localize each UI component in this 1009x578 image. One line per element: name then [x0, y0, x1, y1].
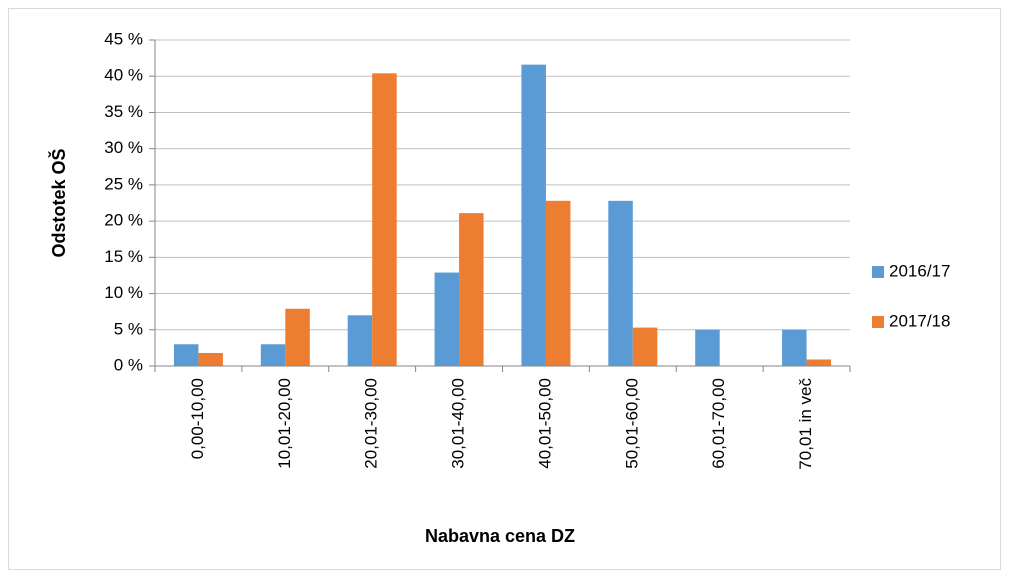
y-tick-label: 10 %: [104, 283, 143, 302]
y-tick-label: 5 %: [114, 319, 143, 338]
y-tick-label: 0 %: [114, 355, 143, 374]
x-tick-label: 50,01-60,00: [622, 378, 641, 469]
y-tick-label: 25 %: [104, 174, 143, 193]
y-tick-label: 45 %: [104, 29, 143, 48]
bar: [695, 329, 720, 366]
bar: [782, 329, 807, 366]
bar: [260, 344, 286, 366]
bar: [434, 272, 460, 366]
bar: [173, 344, 199, 366]
bar: [285, 308, 310, 366]
bar: [806, 359, 832, 366]
legend-swatch: [872, 266, 884, 278]
bar: [632, 327, 658, 366]
x-tick-label: 10,01-20,00: [275, 378, 294, 469]
bar: [198, 352, 223, 366]
x-tick-label: 40,01-50,00: [535, 378, 554, 469]
y-axis-title: Odstotek OŠ: [48, 148, 69, 257]
legend-label: 2016/17: [889, 261, 950, 280]
bar: [608, 200, 633, 366]
y-tick-label: 40 %: [104, 66, 143, 85]
y-tick-label: 35 %: [104, 102, 143, 121]
x-tick-label: 60,01-70,00: [709, 378, 728, 469]
y-tick-label: 30 %: [104, 138, 143, 157]
bar: [459, 213, 484, 366]
chart-border: [8, 8, 1001, 570]
bar: [521, 64, 546, 367]
y-tick-label: 15 %: [104, 247, 143, 266]
legend-swatch: [872, 316, 884, 328]
bar: [347, 315, 373, 366]
x-tick-label: 0,00-10,00: [188, 378, 207, 459]
x-axis-title: Nabavna cena DZ: [425, 526, 575, 546]
x-tick-label: 70,01 in več: [796, 378, 815, 470]
bar: [545, 200, 571, 366]
y-tick-label: 20 %: [104, 211, 143, 230]
x-tick-label: 20,01-30,00: [362, 378, 381, 469]
bar: [372, 73, 397, 366]
legend-label: 2017/18: [889, 311, 950, 330]
x-tick-label: 30,01-40,00: [449, 378, 468, 469]
